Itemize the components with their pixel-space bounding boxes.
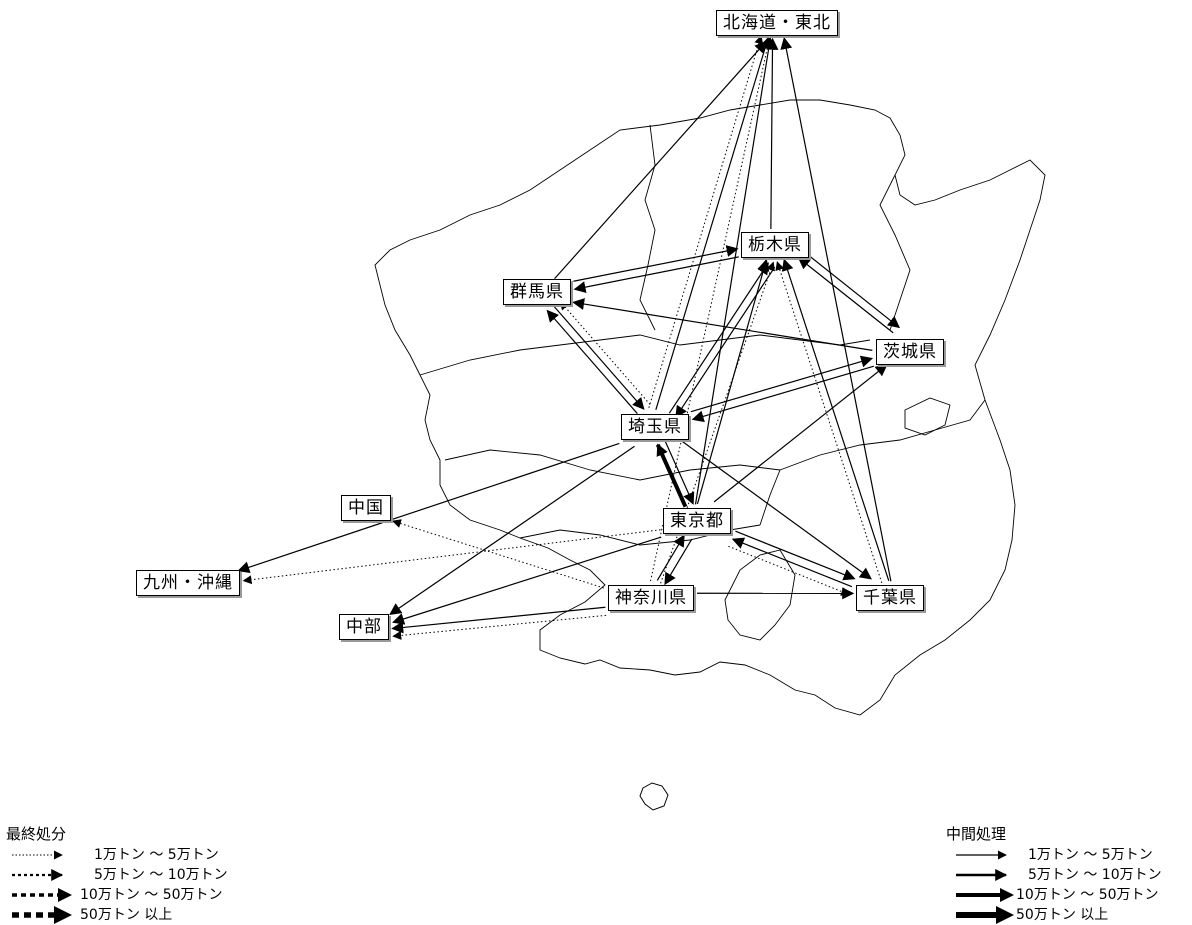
legend-intermediate-label: 5万トン ～ 10万トン xyxy=(1028,865,1162,885)
flow-arrow-saitama-to-tochigi xyxy=(669,263,768,413)
boundary-ibaraki-chiba xyxy=(780,400,985,470)
legend-final-label: 50万トン 以上 xyxy=(80,905,172,925)
flow-arrow-tokyo-to-chiba xyxy=(735,531,854,578)
tokyo-bay xyxy=(725,550,795,640)
flow-arrow-tokyo-to-kyushu_okinawa xyxy=(243,530,660,581)
legend-intermediate-label: 1万トン ～ 5万トン xyxy=(1028,845,1153,865)
izu-island xyxy=(640,783,668,810)
flow-arrow-saitama-to-hokkaido_tohoku xyxy=(656,38,768,410)
legend-final-label: 1万トン ～ 5万トン xyxy=(94,845,219,865)
flow-arrow-gunma-to-tochigi xyxy=(573,249,737,281)
flow-arrow-tochigi-to-ibaraki xyxy=(805,252,899,327)
legend-intermediate-label: 50万トン 以上 xyxy=(1016,905,1108,925)
flow-arrow-kanagawa-to-hokkaido_tohoku xyxy=(650,38,769,581)
boundary-tokyo-chiba xyxy=(760,470,780,525)
flow-arrow-saitama-to-gunma xyxy=(560,301,650,404)
node-kyushu-okinawa: 九州・沖縄 xyxy=(136,570,240,596)
legend-final-label: 10万トン ～ 50万トン xyxy=(80,885,223,905)
flow-arrow-ibaraki-to-gunma xyxy=(573,302,872,350)
node-ibaraki: 茨城県 xyxy=(876,339,944,365)
legend-intermediate-row: 10万トン ～ 50万トン xyxy=(946,885,1006,905)
flow-arrow-saitama-to-hokkaido_tohoku xyxy=(649,36,761,408)
flow-arrow-chiba-to-tochigi xyxy=(777,262,882,583)
flow-arrow-gunma-to-saitama xyxy=(554,306,644,409)
kasumigaura-lake xyxy=(905,398,950,435)
node-chubu: 中部 xyxy=(339,614,389,640)
legend-intermediate-label: 10万トン ～ 50万トン xyxy=(1016,885,1159,905)
kanto-outline xyxy=(375,100,1045,715)
boundary-north-saitama xyxy=(420,335,870,375)
flow-arrow-tokyo-to-chiba xyxy=(728,546,849,594)
node-gunma: 群馬県 xyxy=(503,279,571,305)
legend-intermediate: 中間処理 1万トン ～ 5万トン 5万トン ～ 10万トン 10万トン ～ 50… xyxy=(946,824,1006,925)
legend-final-label: 5万トン ～ 10万トン xyxy=(94,865,228,885)
flow-arrow-tochigi-to-hokkaido_tohoku xyxy=(771,39,773,229)
node-tochigi: 栃木県 xyxy=(741,232,809,258)
node-kanagawa: 神奈川県 xyxy=(608,585,694,611)
region-coastline xyxy=(375,100,1045,715)
flow-arrows xyxy=(238,36,899,636)
legend-intermediate-title: 中間処理 xyxy=(946,824,1006,844)
flow-arrow-kanagawa-to-chubu xyxy=(392,607,605,628)
flow-arrow-saitama-to-kyushu_okinawa xyxy=(238,443,619,570)
flow-arrow-chiba-to-tokyo xyxy=(733,539,852,586)
legend-final-row: 10万トン ～ 50万トン xyxy=(6,885,66,905)
flow-arrow-saitama-to-chubu xyxy=(390,446,634,614)
legend-final-row: 50万トン 以上 xyxy=(6,905,66,925)
legend-final-disposal: 最終処分 1万トン ～ 5万トン 5万トン ～ 10万トン 10万トン ～ 50… xyxy=(6,824,66,925)
node-chiba: 千葉県 xyxy=(856,585,924,611)
legend-intermediate-row: 5万トン ～ 10万トン xyxy=(946,865,1006,885)
node-tokyo: 東京都 xyxy=(663,508,731,534)
boundary-gunma-tochigi xyxy=(640,125,655,330)
flow-arrow-tochigi-to-saitama xyxy=(676,267,775,417)
node-chugoku: 中国 xyxy=(341,495,391,521)
legend-final-title: 最終処分 xyxy=(6,824,66,844)
flow-arrow-gunma-to-hokkaido_tohoku xyxy=(555,42,766,279)
legend-intermediate-row: 50万トン 以上 xyxy=(946,905,1006,925)
flow-arrow-tochigi-to-gunma xyxy=(575,257,739,289)
flow-arrow-ibaraki-to-saitama xyxy=(693,366,874,419)
flow-arrow-chiba-to-tochigi xyxy=(784,260,889,581)
flow-arrow-saitama-to-gunma xyxy=(547,311,637,414)
legend-intermediate-row: 1万トン ～ 5万トン xyxy=(946,845,1006,865)
flow-arrow-ibaraki-to-tochigi xyxy=(799,258,894,333)
node-hokkaido-tohoku: 北海道・東北 xyxy=(716,10,838,36)
legend-final-row: 1万トン ～ 5万トン xyxy=(6,845,66,865)
legend-final-row: 5万トン ～ 10万トン xyxy=(6,865,66,885)
node-saitama: 埼玉県 xyxy=(621,414,689,440)
flow-arrow-tokyo-to-ibaraki xyxy=(714,365,887,502)
